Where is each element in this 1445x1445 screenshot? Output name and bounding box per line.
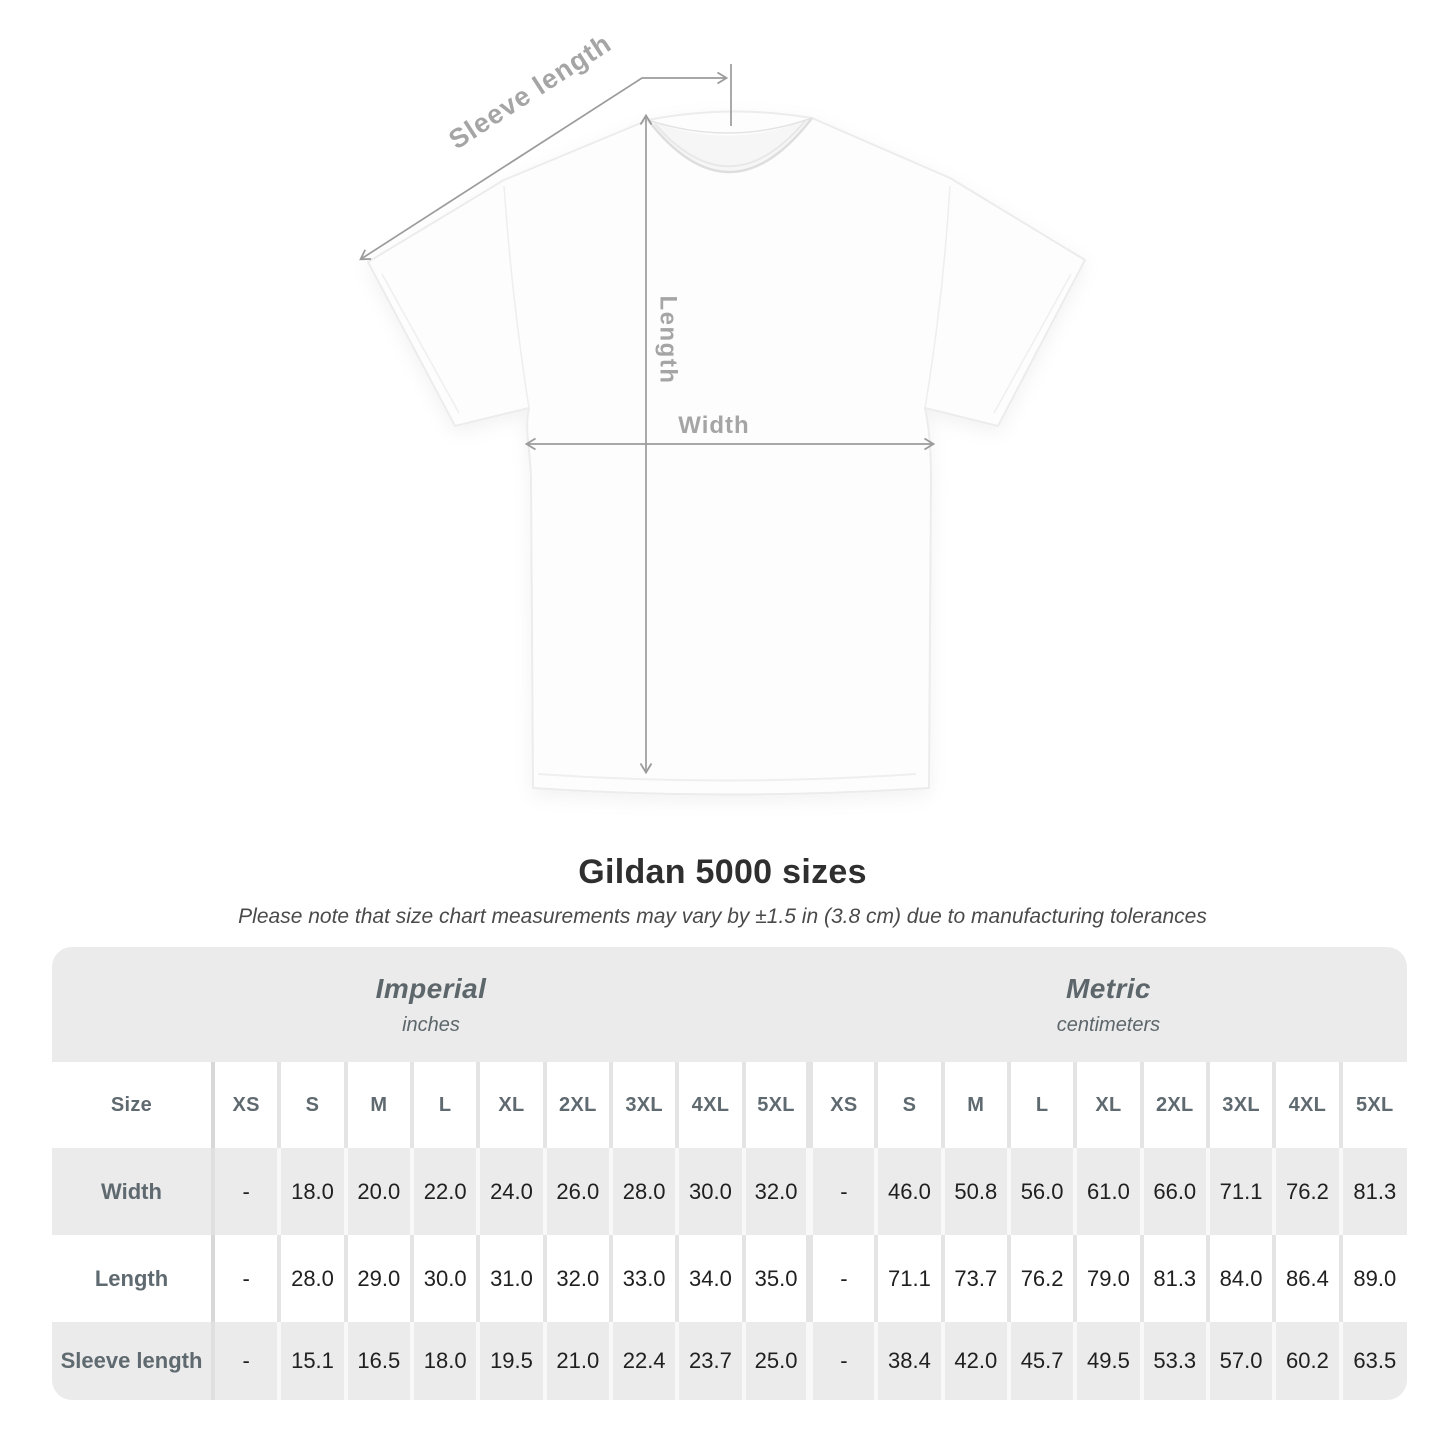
value-cell: 71.1	[874, 1235, 943, 1322]
value-cell: 81.3	[1338, 1148, 1407, 1235]
value-cell: 18.0	[277, 1148, 346, 1235]
value-cell: 79.0	[1073, 1235, 1142, 1322]
size-header-cell: 2XL	[1139, 1062, 1208, 1148]
value-cell: 71.1	[1205, 1148, 1275, 1235]
value-cell: 46.0	[874, 1148, 943, 1235]
value-cell: 19.5	[476, 1322, 545, 1400]
imperial-label: Imperial	[375, 972, 487, 1004]
value-cell: 76.2	[1272, 1148, 1341, 1235]
value-cell: 28.0	[277, 1235, 346, 1322]
value-cell: 29.0	[343, 1235, 412, 1322]
row-label: Sleeve length	[60, 1348, 203, 1373]
tshirt-measurement-diagram: Sleeve length Length Width	[359, 28, 1086, 796]
sleeve-length-arrow	[359, 71, 729, 261]
row-label: Width	[101, 1178, 162, 1204]
value-cell: 56.0	[1006, 1148, 1076, 1235]
metric-unit: centimeters	[1056, 1013, 1161, 1036]
size-header-row: Size XS S M L XL 2XL 3XL 4XL 5XL XS S M …	[52, 1062, 1407, 1148]
table-row-width: Width - 18.0 20.0 22.0 24.0 26.0 28.0 30…	[52, 1148, 1407, 1235]
metric-label: Metric	[1066, 972, 1151, 1004]
size-header-cell: M	[940, 1062, 1009, 1148]
size-header-cell: 3XL	[608, 1062, 678, 1148]
size-header-cell: 2XL	[542, 1062, 611, 1148]
value-cell: 20.0	[343, 1148, 412, 1235]
table-row-length: Length - 28.0 29.0 30.0 31.0 32.0 33.0 3…	[52, 1235, 1407, 1322]
size-table: Imperial inches Metric centimeters Size …	[52, 947, 1407, 1400]
value-cell: 86.4	[1272, 1235, 1341, 1322]
value-cell: 84.0	[1205, 1235, 1275, 1322]
value-cell: 22.0	[409, 1148, 479, 1235]
value-cell: 63.5	[1338, 1322, 1407, 1400]
value-cell: 73.7	[940, 1235, 1009, 1322]
value-cell: 61.0	[1073, 1148, 1142, 1235]
value-cell: 66.0	[1139, 1148, 1208, 1235]
size-header-cell: XL	[476, 1062, 545, 1148]
size-table-grid: Imperial inches Metric centimeters Size …	[52, 947, 1407, 1400]
metric-group-header: Metric centimeters	[809, 947, 1407, 1062]
size-header-cell: 5XL	[1338, 1062, 1407, 1148]
value-cell: 60.2	[1272, 1322, 1341, 1400]
size-header-cell: 4XL	[1272, 1062, 1341, 1148]
size-header-cell: M	[343, 1062, 412, 1148]
size-header-cell: XS	[210, 1062, 280, 1148]
value-cell: 26.0	[542, 1148, 611, 1235]
size-header-cell: 3XL	[1205, 1062, 1275, 1148]
value-cell: 30.0	[409, 1235, 479, 1322]
value-cell: 30.0	[675, 1148, 744, 1235]
size-header-cell: S	[874, 1062, 943, 1148]
row-label: Length	[94, 1265, 169, 1291]
size-header-cell: L	[409, 1062, 479, 1148]
tshirt-graphic	[367, 110, 1086, 796]
value-cell: 25.0	[741, 1322, 810, 1400]
width-label: Width	[678, 412, 749, 439]
value-cell: 76.2	[1006, 1235, 1076, 1322]
value-cell: -	[806, 1322, 877, 1400]
value-cell: 31.0	[476, 1235, 545, 1322]
value-cell: 35.0	[741, 1235, 810, 1322]
sleeve-length-label: Sleeve length	[443, 28, 616, 155]
value-cell: -	[806, 1235, 877, 1322]
value-cell: 24.0	[476, 1148, 545, 1235]
value-cell: 15.1	[277, 1322, 346, 1400]
size-header-cell: L	[1006, 1062, 1076, 1148]
imperial-group-header: Imperial inches	[52, 947, 810, 1062]
value-cell: 42.0	[940, 1322, 1009, 1400]
value-cell: 45.7	[1006, 1322, 1076, 1400]
value-cell: 21.0	[542, 1322, 611, 1400]
value-cell: 57.0	[1205, 1322, 1275, 1400]
value-cell: 34.0	[675, 1235, 744, 1322]
page-subtitle: Please note that size chart measurements…	[238, 905, 1207, 928]
size-header-cell: S	[277, 1062, 346, 1148]
value-cell: 89.0	[1338, 1235, 1407, 1322]
value-cell: 16.5	[343, 1322, 412, 1400]
value-cell: 23.7	[675, 1322, 744, 1400]
value-cell: -	[806, 1148, 877, 1235]
value-cell: 28.0	[608, 1148, 678, 1235]
value-cell: -	[210, 1148, 280, 1235]
size-header-cell: 4XL	[675, 1062, 744, 1148]
length-label: Length	[655, 296, 682, 385]
value-cell: 50.8	[940, 1148, 1009, 1235]
value-cell: 22.4	[608, 1322, 678, 1400]
value-cell: 49.5	[1073, 1322, 1142, 1400]
page-title: Gildan 5000 sizes	[578, 853, 867, 891]
size-header-cell: XS	[806, 1062, 877, 1148]
value-cell: 53.3	[1139, 1322, 1208, 1400]
value-cell: -	[210, 1235, 280, 1322]
size-header-cell: XL	[1073, 1062, 1142, 1148]
value-cell: 18.0	[409, 1322, 479, 1400]
value-cell: 32.0	[741, 1148, 810, 1235]
unit-group-row: Imperial inches Metric centimeters	[52, 947, 1407, 1062]
value-cell: 33.0	[608, 1235, 678, 1322]
value-cell: -	[210, 1322, 280, 1400]
value-cell: 32.0	[542, 1235, 611, 1322]
imperial-unit: inches	[402, 1013, 460, 1036]
size-header-cell: 5XL	[741, 1062, 810, 1148]
size-column-header: Size	[110, 1093, 153, 1116]
value-cell: 81.3	[1139, 1235, 1208, 1322]
value-cell: 38.4	[874, 1322, 943, 1400]
table-row-sleeve-length: Sleeve length - 15.1 16.5 18.0 19.5 21.0…	[52, 1322, 1407, 1400]
